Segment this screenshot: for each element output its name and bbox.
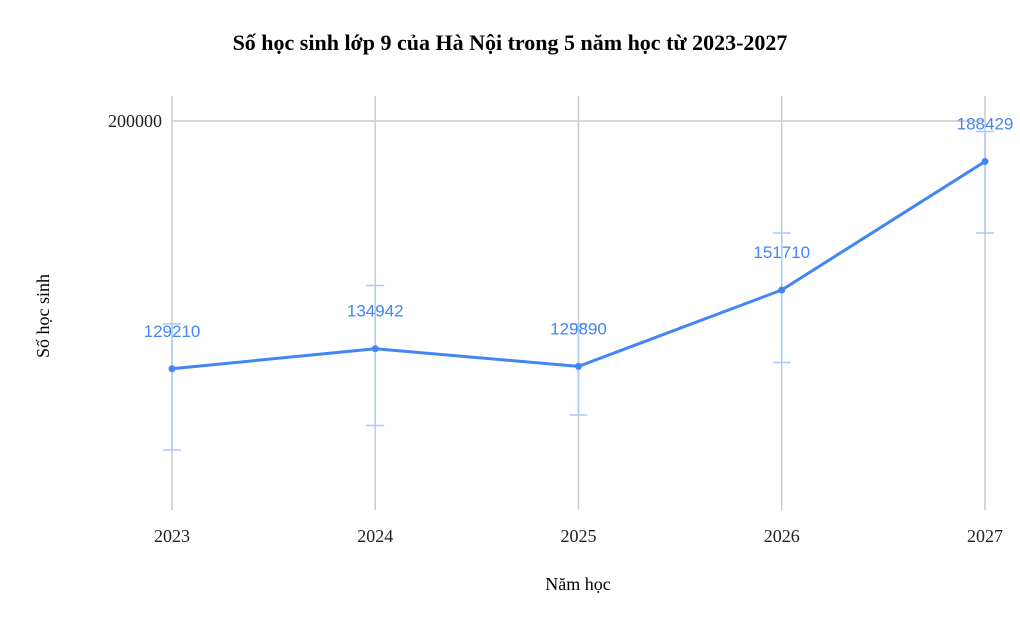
grid <box>171 96 986 510</box>
series <box>168 157 989 373</box>
x-tick-label-3: 2026 <box>764 526 800 546</box>
chart-title: Số học sinh lớp 9 của Hà Nội trong 5 năm… <box>232 30 788 55</box>
data-point-0 <box>168 365 176 373</box>
y-axis-label: Số học sinh <box>33 274 53 358</box>
data-label-0: 129210 <box>144 322 201 341</box>
data-point-4 <box>981 157 989 165</box>
data-label-4: 188429 <box>957 114 1014 133</box>
x-tick-label-0: 2023 <box>154 526 190 546</box>
data-label-3: 151710 <box>753 243 810 262</box>
data-labels: 129210 134942 129890 151710 188429 <box>144 114 1014 340</box>
data-label-2: 129890 <box>550 319 607 338</box>
data-point-3 <box>778 286 786 294</box>
x-tick-label-4: 2027 <box>967 526 1003 546</box>
data-point-2 <box>575 362 582 370</box>
data-point-1 <box>371 345 379 353</box>
data-label-1: 134942 <box>347 302 404 321</box>
tick-labels: 200000 2023 2024 2025 2026 2027 <box>108 111 1003 546</box>
x-axis-label: Năm học <box>545 574 610 594</box>
x-tick-label-1: 2024 <box>357 526 393 546</box>
x-tick-label-2: 2025 <box>561 526 597 546</box>
y-tick-label-0: 200000 <box>108 111 162 131</box>
error-bars <box>163 130 994 451</box>
